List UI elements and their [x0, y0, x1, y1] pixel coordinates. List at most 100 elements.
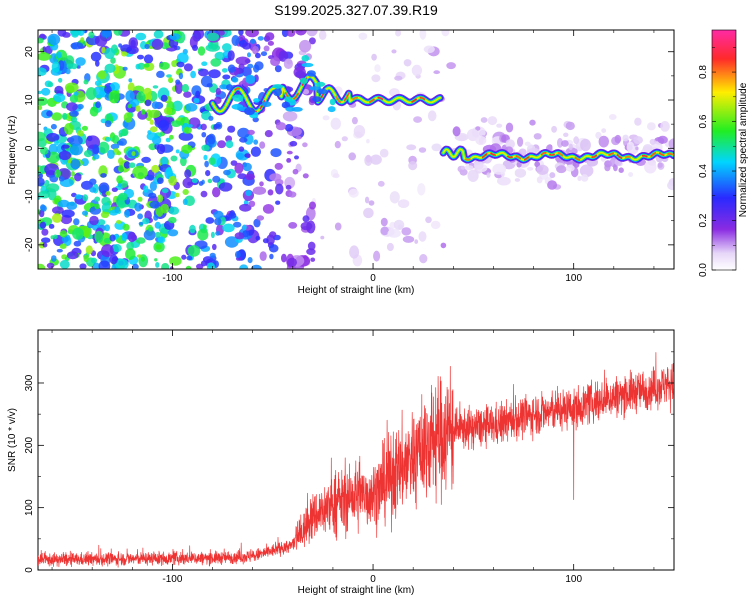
- spectrogram-noise-blob: [137, 196, 143, 202]
- spectrogram-noise-blob: [264, 130, 273, 138]
- spectrogram-noise-blob: [379, 148, 389, 158]
- spectrogram-noise-blob: [52, 213, 62, 223]
- spectrogram-noise-blob: [203, 154, 208, 161]
- spectrogram-noise-blob: [221, 68, 228, 73]
- spectrogram-noise-blob: [200, 190, 208, 198]
- spectrogram-noise-blob: [74, 194, 83, 200]
- spectrogram-noise-blob: [536, 176, 543, 184]
- spectrogram-noise-blob: [614, 134, 622, 144]
- spectrogram-noise-blob: [518, 148, 527, 156]
- spectrogram-noise-blob: [121, 128, 129, 137]
- spectrogram-noise-blob: [565, 121, 575, 131]
- spectrogram-noise-blob: [104, 63, 116, 73]
- spectrogram-noise-blob: [282, 111, 298, 122]
- spectrogram-noise-blob: [235, 56, 250, 66]
- spectrogram-noise-blob: [318, 30, 327, 40]
- spectrogram-noise-blob: [252, 46, 259, 55]
- spectrogram-noise-blob: [580, 138, 591, 152]
- spectrogram-noise-blob: [193, 97, 200, 104]
- spectrogram-noise-blob: [365, 154, 371, 163]
- spectrogram-noise-blob: [480, 117, 488, 123]
- figure-title: S199.2025.327.07.39.R19: [274, 2, 438, 18]
- spectrogram-noise-blob: [259, 141, 266, 149]
- spectrogram-noise-blob: [97, 70, 107, 80]
- spectrogram-noise-blob: [77, 103, 84, 110]
- spectrogram-noise-blob: [101, 244, 114, 258]
- spectrogram-noise-blob: [393, 219, 405, 230]
- spectrogram-noise-blob: [51, 112, 63, 121]
- spectrogram-noise-blob: [109, 254, 118, 265]
- spectrogram-noise-blob: [275, 200, 281, 205]
- colorbar-tick-label: 0.6: [698, 114, 709, 128]
- spectrogram-ridge-peak: [658, 152, 665, 156]
- spectrogram-ridge-peak: [411, 98, 417, 103]
- spectrogram-noise-blob: [242, 230, 249, 238]
- spectrogram-noise-blob: [425, 216, 432, 224]
- spectrogram-noise-blob: [155, 231, 161, 238]
- y-tick-label: 0: [24, 145, 35, 151]
- spectrogram-noise-blob: [275, 183, 284, 195]
- spectrogram-noise-blob: [302, 173, 309, 179]
- spectrogram-ridge-peak: [335, 96, 342, 103]
- spectrogram-noise-blob: [125, 90, 135, 102]
- spectrogram-noise-blob: [40, 146, 49, 155]
- spectrogram-noise-blob: [419, 254, 428, 264]
- spectrogram-noise-blob: [579, 164, 594, 178]
- spectrogram-noise-blob: [255, 235, 261, 241]
- spectrogram-noise-blob: [137, 213, 144, 220]
- spectrogram-noise-blob: [556, 165, 567, 174]
- spectrogram-noise-blob: [295, 135, 302, 140]
- spectrogram-image: [38, 30, 674, 269]
- spectrogram-noise-blob: [292, 168, 299, 175]
- spectrogram-noise-blob: [218, 30, 225, 36]
- spectrogram-noise-blob: [207, 178, 213, 184]
- spectrogram-noise-blob: [104, 224, 110, 232]
- spectrogram-noise-blob: [154, 258, 158, 262]
- spectrogram-noise-blob: [135, 63, 141, 70]
- spectrogram-noise-blob: [98, 141, 110, 154]
- spectrogram-noise-blob: [234, 232, 245, 240]
- spectrogram-noise-blob: [634, 117, 642, 126]
- colorbar-gradient: [712, 30, 736, 270]
- spectrogram-noise-blob: [54, 140, 59, 146]
- spectrogram-ridge-peak: [377, 96, 384, 100]
- spectrogram-ridge-peak: [343, 92, 350, 102]
- spectrogram-noise-blob: [168, 206, 180, 215]
- spectrogram-noise-blob: [598, 135, 609, 148]
- spectrogram-noise-blob: [182, 189, 189, 195]
- spectrogram-noise-blob: [73, 240, 82, 247]
- spectrogram-noise-blob: [153, 30, 164, 39]
- spectrogram-noise-blob: [52, 206, 64, 215]
- spectrogram-noise-blob: [94, 230, 104, 243]
- spectrogram-noise-blob: [208, 157, 216, 165]
- spectrogram-noise-blob: [143, 63, 150, 68]
- spectrogram-noise-blob: [41, 87, 51, 96]
- spectrogram-noise-blob: [524, 141, 531, 146]
- spectrogram-ridge-patch: [315, 81, 326, 87]
- y-tick-label: 200: [24, 437, 35, 454]
- spectrogram-noise-blob: [219, 84, 229, 90]
- spectrogram-noise-blob: [198, 181, 204, 186]
- spectrogram-noise-blob: [496, 123, 503, 128]
- spectrogram-noise-blob: [153, 214, 159, 221]
- spectrogram-noise-blob: [497, 176, 511, 186]
- colorbar-frame: [711, 29, 737, 271]
- spectrogram-noise-blob: [225, 140, 234, 149]
- spectrogram-noise-blob: [334, 140, 341, 149]
- spectrogram-noise-blob: [88, 31, 95, 39]
- spectrogram-noise-blob: [64, 122, 74, 135]
- spectrogram-noise-blob: [644, 160, 657, 174]
- spectrogram-noise-blob: [66, 251, 79, 260]
- spectrogram-noise-blob: [245, 30, 259, 38]
- spectrogram-noise-blob: [189, 224, 196, 234]
- spectrogram-noise-blob: [222, 74, 231, 80]
- spectrogram-noise-blob: [274, 162, 283, 170]
- spectrogram-ridge-peak: [650, 152, 657, 157]
- spectrogram-noise-blob: [168, 76, 173, 83]
- spectrogram-noise-blob: [38, 131, 46, 142]
- spectrogram-noise-blob: [222, 223, 235, 233]
- spectrogram-noise-blob: [505, 139, 515, 149]
- spectrogram-noise-blob: [389, 191, 400, 204]
- y-tick-label: 300: [24, 374, 35, 391]
- spectrogram-noise-blob: [657, 162, 663, 168]
